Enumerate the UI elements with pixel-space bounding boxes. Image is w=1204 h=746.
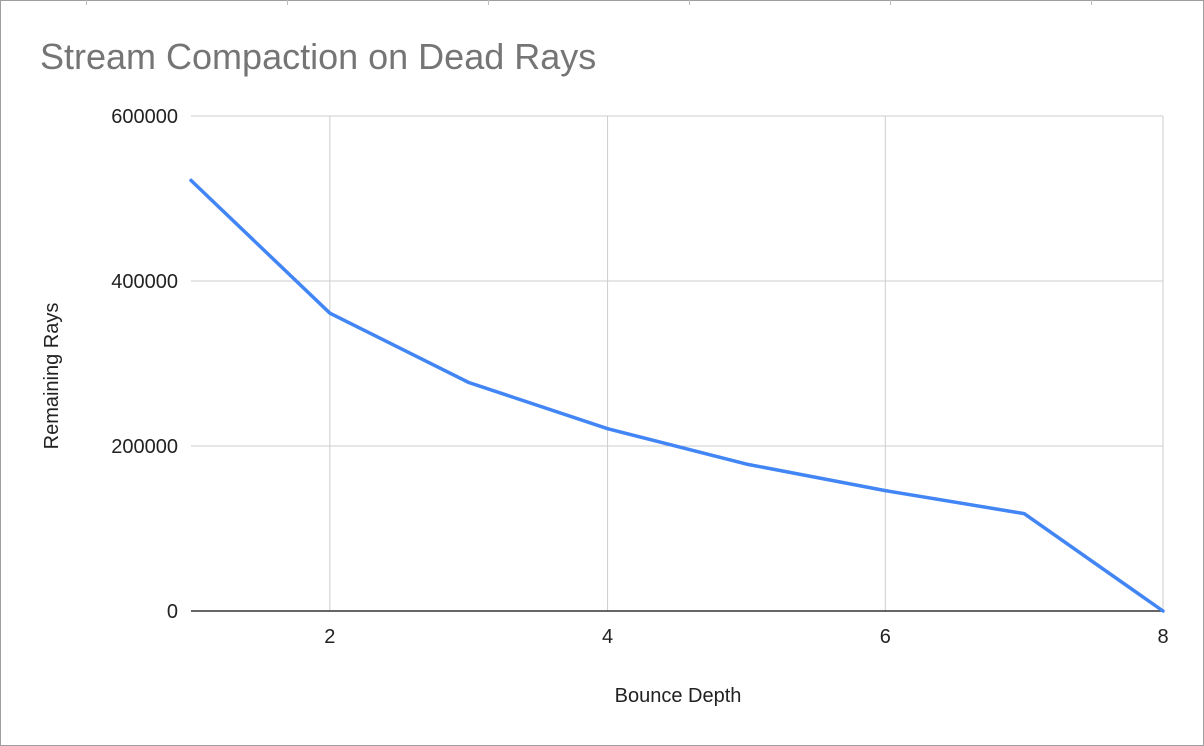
x-axis-ticks: 2 4 6 8 [324,626,1168,648]
grid-lines [191,115,1164,612]
data-point [467,380,471,384]
data-point [606,427,610,431]
y-tick-label: 600000 [111,106,178,128]
data-point [1161,609,1165,613]
series-group [189,178,1165,613]
data-point [189,178,193,182]
data-point [883,489,887,493]
series-line [189,178,1165,613]
y-tick-label: 400000 [111,271,178,293]
x-tick-label: 4 [602,626,613,648]
y-axis-title: Remaining Rays [41,303,63,450]
y-axis-ticks: 0 200000 400000 600000 [111,106,178,623]
chart-title: Stream Compaction on Dead Rays [40,36,597,77]
x-tick-label: 2 [324,626,335,648]
x-tick-label: 6 [880,626,891,648]
data-point [1022,512,1026,516]
x-tick-label: 8 [1157,626,1168,648]
data-point [328,311,332,315]
y-tick-label: 0 [167,601,178,623]
data-point [744,462,748,466]
top-edge-ticks [0,0,1204,6]
y-tick-label: 200000 [111,436,178,458]
x-axis-title: Bounce Depth [615,685,742,707]
